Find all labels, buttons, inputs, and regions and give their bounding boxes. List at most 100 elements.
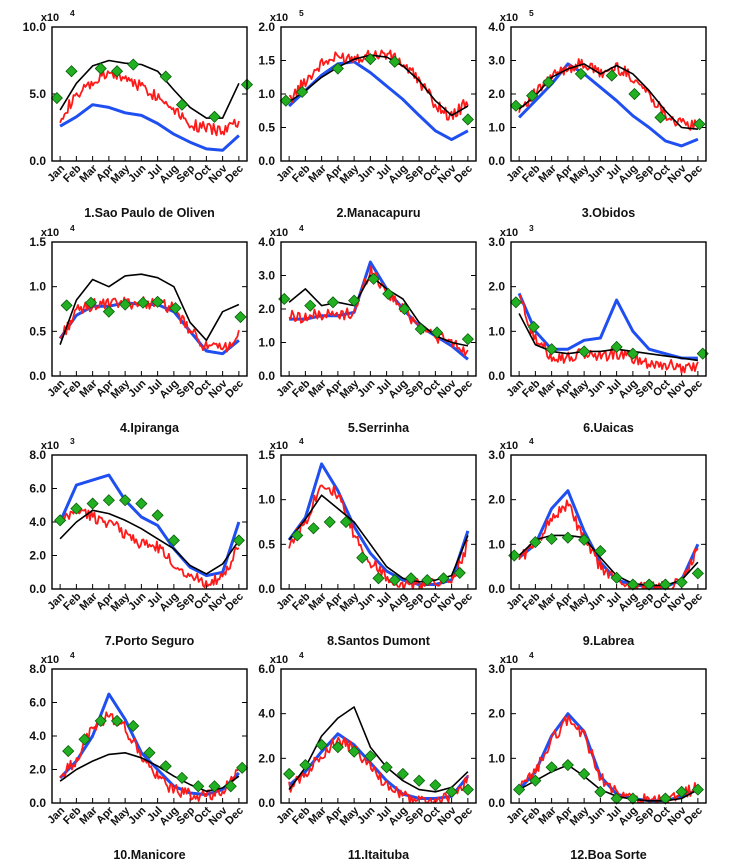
exponent-superscript: 4 xyxy=(70,650,75,660)
observation-marker xyxy=(159,70,172,83)
y-tick-label: 0.0 xyxy=(488,369,505,383)
month-label: Dec xyxy=(682,378,705,401)
observation-marker xyxy=(307,522,320,535)
observation-marker xyxy=(526,89,539,102)
observation-marker xyxy=(291,529,304,542)
observation-marker xyxy=(578,345,591,358)
exponent-label: x10 xyxy=(270,227,288,239)
observation-marker xyxy=(610,571,623,584)
observation-marker xyxy=(127,58,140,71)
exponent-superscript: 4 xyxy=(529,650,534,660)
observation-marker xyxy=(628,87,641,101)
y-tick-label: 0.0 xyxy=(488,582,505,596)
month-label: Dec xyxy=(223,163,246,186)
observation-marker xyxy=(382,287,395,300)
month-label: Dec xyxy=(682,591,705,614)
y-tick-label: 4.0 xyxy=(258,707,275,721)
panel-title: 5.Serrinha xyxy=(348,421,410,435)
observation-marker xyxy=(527,320,540,333)
y-tick-label: 1.5 xyxy=(29,235,46,249)
observation-marker xyxy=(119,494,132,507)
exponent-superscript: 4 xyxy=(299,223,304,233)
observation-marker xyxy=(461,113,474,126)
observation-marker xyxy=(323,515,336,529)
plot-frame xyxy=(51,241,248,377)
observation-marker xyxy=(404,572,418,585)
y-tick-label: 1.5 xyxy=(258,54,275,68)
y-tick-label: 2.0 xyxy=(29,763,46,777)
y-tick-label: 1.0 xyxy=(29,280,46,294)
observation-marker xyxy=(304,299,317,312)
observation-marker xyxy=(151,509,164,522)
observation-marker xyxy=(509,296,522,309)
plot-frame xyxy=(510,454,707,590)
series-line-black xyxy=(59,273,240,345)
exponent-superscript: 4 xyxy=(299,650,304,660)
y-tick-label: 2.0 xyxy=(488,493,505,507)
observation-marker xyxy=(578,533,591,546)
exponent-superscript: 5 xyxy=(529,8,534,18)
observation-marker xyxy=(94,62,107,75)
observation-marker xyxy=(167,534,180,547)
exponent-superscript: 3 xyxy=(70,436,75,446)
y-tick-label: 0.0 xyxy=(258,796,275,810)
panel-title: 8.Santos Dumont xyxy=(327,634,431,648)
panel-5: 0.01.02.03.04.0JanFebMarAprMayJunJulAugS… xyxy=(258,223,477,435)
observation-marker xyxy=(102,494,115,507)
observation-marker xyxy=(461,783,474,796)
observation-marker xyxy=(283,767,296,781)
panel-title: 11.Itaituba xyxy=(348,848,410,862)
observation-marker xyxy=(691,783,704,796)
observation-marker xyxy=(542,76,555,89)
observation-marker xyxy=(236,761,249,774)
panel-title: 3.Obidos xyxy=(582,206,636,220)
observation-marker xyxy=(561,531,574,544)
observation-marker xyxy=(414,323,427,336)
exponent-label: x10 xyxy=(500,227,518,239)
observation-marker xyxy=(94,714,107,727)
observation-marker xyxy=(659,792,672,805)
y-tick-label: 0.0 xyxy=(258,154,275,168)
y-tick-label: 0.0 xyxy=(29,369,46,383)
series-line-black xyxy=(288,494,469,583)
observation-marker xyxy=(461,333,474,346)
observation-marker xyxy=(643,578,656,591)
series-line-blue xyxy=(58,473,241,578)
observation-marker xyxy=(208,110,221,123)
plot-frame xyxy=(280,668,477,804)
y-tick-label: 0.0 xyxy=(29,796,46,810)
plot-frame xyxy=(51,454,248,590)
exponent-label: x10 xyxy=(500,654,518,666)
observation-marker xyxy=(594,785,607,798)
observation-marker xyxy=(437,572,450,585)
observation-marker xyxy=(110,65,124,78)
observation-marker xyxy=(529,536,542,549)
panel-title: 7.Porto Seguro xyxy=(105,634,195,648)
observation-marker xyxy=(151,295,164,308)
y-tick-label: 0.0 xyxy=(29,582,46,596)
observation-marker xyxy=(545,761,558,774)
observation-marker xyxy=(84,296,98,309)
plot-frame xyxy=(280,454,477,590)
series-line-blue xyxy=(288,732,470,800)
y-tick-label: 5.0 xyxy=(29,87,46,101)
y-tick-label: 1.0 xyxy=(258,87,275,101)
observation-marker xyxy=(232,534,245,547)
y-tick-label: 1.0 xyxy=(488,121,505,135)
observation-marker xyxy=(693,118,706,131)
exponent-superscript: 4 xyxy=(70,8,75,18)
observation-marker xyxy=(509,99,522,112)
exponent-superscript: 4 xyxy=(529,436,534,446)
series-line-red xyxy=(59,505,240,589)
observation-marker xyxy=(453,566,466,579)
panel-8: 0.00.51.01.5JanFebMarAprMayJunJulAugSepO… xyxy=(258,436,477,648)
observation-marker xyxy=(70,502,83,515)
y-tick-label: 2.0 xyxy=(488,280,505,294)
exponent-label: x10 xyxy=(41,227,59,239)
exponent-label: x10 xyxy=(270,440,288,452)
observation-marker xyxy=(545,532,558,546)
month-label: Dec xyxy=(452,805,475,828)
y-tick-label: 0.0 xyxy=(488,796,505,810)
series-line-blue xyxy=(289,260,469,361)
observation-marker xyxy=(372,572,385,585)
